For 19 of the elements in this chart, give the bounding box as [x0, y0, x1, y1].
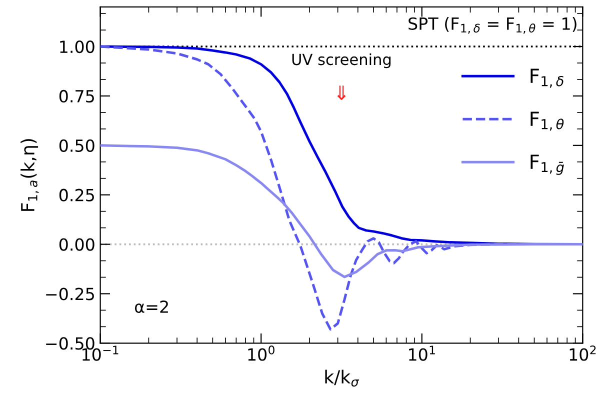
y-axis-title: F$_{1,a}$(k,η) — [20, 139, 39, 211]
legend-label: F$_{1,δ}$ — [530, 68, 564, 88]
legend-label: F$_{1,θ}$ — [530, 112, 564, 131]
annotation: UV screening — [292, 53, 391, 68]
x-axis-title: k/k$_{σ}$ — [325, 370, 360, 387]
annotation: ⇓ — [337, 86, 346, 100]
x-tick-label: 10$^{1}$ — [409, 346, 435, 361]
annotation: α=2 — [134, 300, 168, 314]
x-tick-label: 10$^{2}$ — [570, 346, 596, 361]
x-tick-label: 10$^{0}$ — [248, 346, 274, 361]
y-tick-label: 1.00 — [60, 40, 94, 54]
y-tick-label: 0.25 — [59, 188, 94, 202]
y-tick-label: 0.50 — [59, 139, 94, 152]
legend-label: F$_{1,ḡ}$ — [530, 154, 564, 175]
y-tick-label: −0.50 — [46, 337, 94, 350]
y-tick-label: 0.00 — [59, 238, 94, 251]
annotation: SPT (F$_{1,δ}$ = F$_{1,θ}$ = 1) — [408, 17, 576, 34]
y-tick-label: −0.25 — [46, 288, 94, 300]
y-tick-label: 0.75 — [59, 90, 94, 103]
